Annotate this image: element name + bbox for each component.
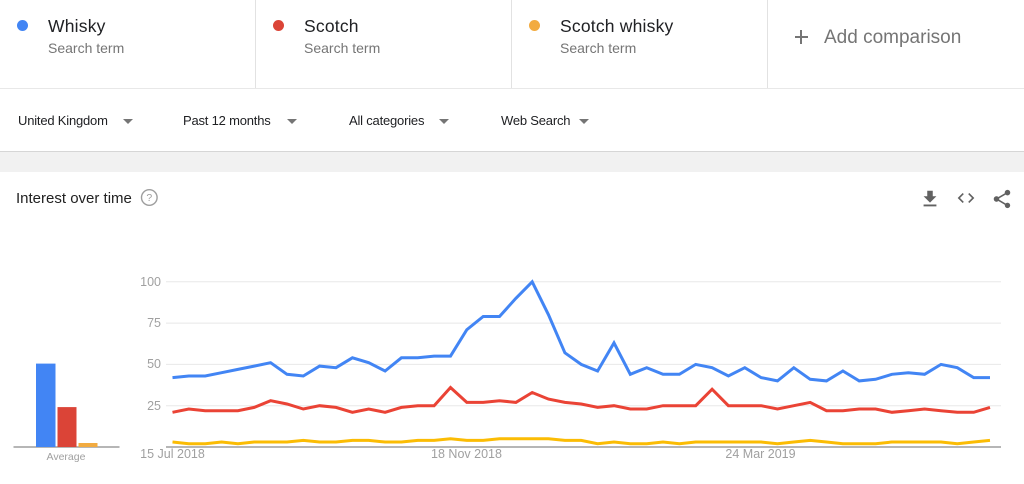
svg-text:75: 75 [147,316,161,330]
svg-text:50: 50 [147,357,161,371]
svg-text:18 Nov 2018: 18 Nov 2018 [431,447,502,461]
svg-text:Average: Average [47,451,86,463]
svg-text:100: 100 [140,275,161,289]
svg-text:25: 25 [147,399,161,413]
svg-text:?: ? [146,192,152,204]
svg-text:24 Mar 2019: 24 Mar 2019 [725,447,795,461]
svg-text:15 Jul 2018: 15 Jul 2018 [140,447,205,461]
